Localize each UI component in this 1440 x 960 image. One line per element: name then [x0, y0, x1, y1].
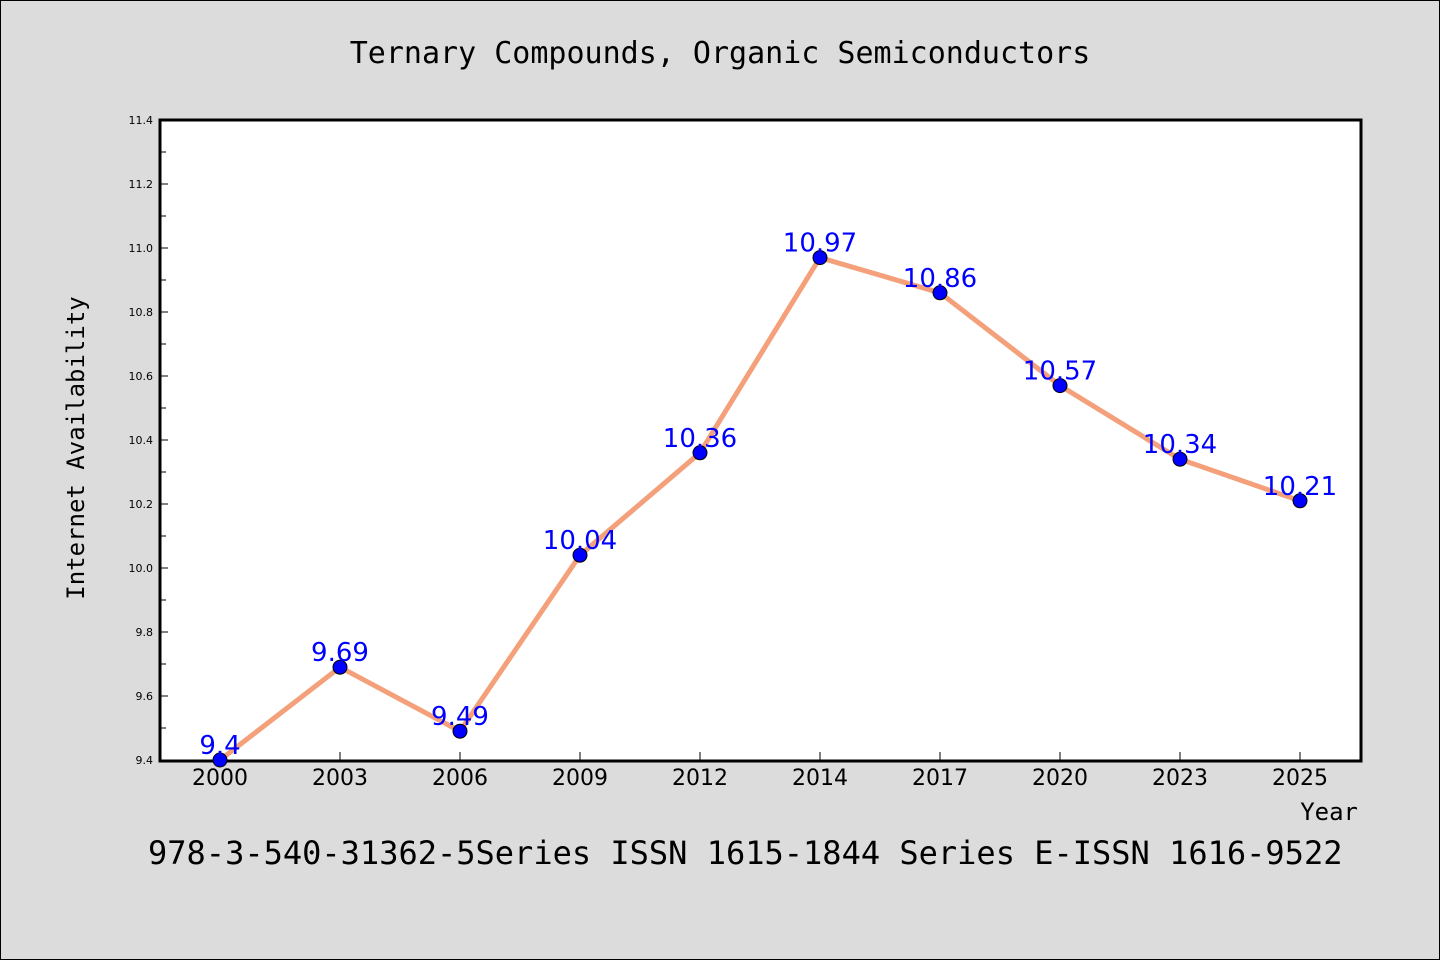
y-tick-label: 11.2 — [129, 178, 154, 191]
data-label: 10.34 — [1143, 430, 1217, 460]
y-tick-label: 10.0 — [129, 562, 154, 575]
x-tick-label: 2020 — [1032, 766, 1088, 791]
data-point — [1172, 451, 1188, 467]
data-point — [332, 659, 348, 675]
x-tick-label: 2006 — [432, 766, 488, 791]
data-label: 9.4 — [199, 731, 240, 761]
data-label: 10.04 — [543, 526, 617, 556]
data-point — [812, 250, 828, 266]
series-line — [218, 255, 1301, 762]
data-markers — [212, 250, 1308, 768]
chart-title: Ternary Compounds, Organic Semiconductor… — [350, 36, 1091, 71]
x-tick-label: 2003 — [312, 766, 368, 791]
data-point — [1052, 378, 1068, 394]
x-axis-title: Year — [1300, 798, 1358, 826]
x-tick-label: 2014 — [792, 766, 848, 791]
data-label: 9.49 — [431, 702, 489, 732]
data-point — [572, 547, 588, 563]
data-point — [692, 445, 708, 461]
y-tick-label: 10.4 — [129, 434, 154, 447]
x-tick-label: 2025 — [1272, 766, 1328, 791]
y-axis-title: Internet Availability — [62, 296, 90, 599]
data-label: 10.21 — [1263, 472, 1337, 502]
data-label: 10.97 — [783, 229, 857, 259]
data-labels: 9.4 9.69 9.49 10.04 10.36 10.97 10.86 10.57 10.3… — [199, 229, 1337, 761]
x-tick-label: 2023 — [1152, 766, 1208, 791]
y-tick-label: 9.8 — [136, 626, 154, 639]
x-tick-label: 2017 — [912, 766, 968, 791]
data-point — [212, 752, 228, 768]
data-label: 10.57 — [1023, 357, 1097, 387]
plot-area — [158, 118, 1363, 763]
x-tick-label: 2009 — [552, 766, 608, 791]
y-tick-label: 11.0 — [129, 242, 154, 255]
data-label: 9.69 — [311, 638, 369, 668]
data-point — [452, 723, 468, 739]
y-tick-label: 11.4 — [129, 114, 154, 127]
y-tick-label: 9.6 — [136, 690, 154, 703]
y-tick-label: 9.4 — [136, 754, 154, 767]
y-axis: 9.4 9.6 9.8 10.0 10.2 10.4 10.6 10.8 11.0 11.2 11.… — [129, 114, 168, 767]
x-tick-label: 2000 — [192, 766, 248, 791]
data-label: 10.86 — [903, 264, 977, 294]
x-axis: 2000 2003 2006 2009 2012 2014 2017 2020 2023 2025 — [192, 752, 1328, 791]
x-tick-label: 2012 — [672, 766, 728, 791]
y-tick-label: 10.8 — [129, 306, 154, 319]
y-tick-label: 10.2 — [129, 498, 154, 511]
data-point — [1292, 493, 1308, 509]
footer-isbn-text: 978-3-540-31362-5Series ISSN 1615-1844 S… — [148, 834, 1342, 872]
y-tick-label: 10.6 — [129, 370, 154, 383]
data-label: 10.36 — [663, 424, 737, 454]
data-point — [932, 285, 948, 301]
